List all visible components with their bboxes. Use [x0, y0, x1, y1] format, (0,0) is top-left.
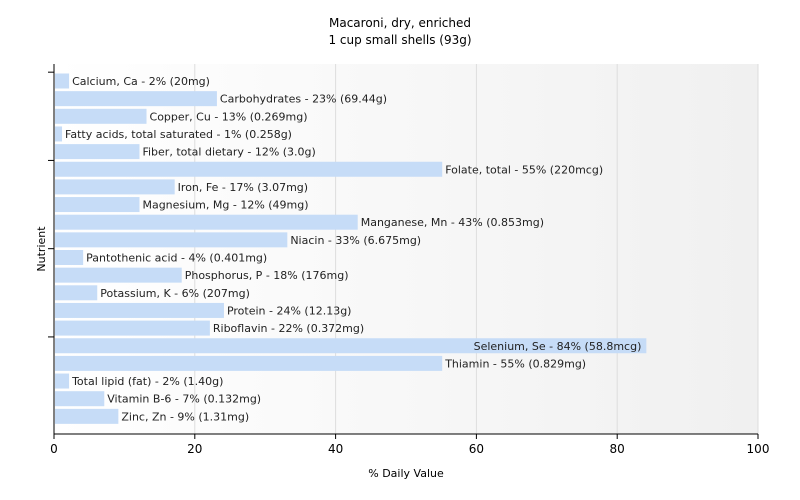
data-label: Thiamin - 55% (0.829mg) — [444, 357, 586, 370]
data-label: Iron, Fe - 17% (3.07mg) — [178, 181, 308, 194]
bar — [55, 338, 647, 354]
data-label: Folate, total - 55% (220mcg) — [445, 163, 603, 176]
data-label: Niacin - 33% (6.675mg) — [290, 234, 421, 247]
bar — [55, 161, 443, 177]
x-tick-label: 0 — [50, 442, 58, 456]
bar — [55, 179, 175, 195]
bar — [55, 197, 140, 213]
data-label: Copper, Cu - 13% (0.269mg) — [150, 110, 308, 123]
plot-area — [54, 64, 758, 434]
bar — [55, 355, 443, 371]
data-label: Total lipid (fat) - 2% (1.40g) — [71, 375, 223, 388]
data-label: Zinc, Zn - 9% (1.31mg) — [121, 410, 249, 423]
data-label: Manganese, Mn - 43% (0.853mg) — [361, 216, 544, 229]
chart-subtitle: 1 cup small shells (93g) — [328, 33, 472, 47]
bar — [55, 391, 105, 407]
chart-title: Macaroni, dry, enriched — [329, 16, 471, 30]
bar — [55, 126, 63, 142]
data-label: Magnesium, Mg - 12% (49mg) — [142, 199, 308, 212]
bar — [55, 214, 358, 230]
y-axis-label: Nutrient — [35, 226, 48, 272]
data-label: Selenium, Se - 84% (58.8mcg) — [474, 340, 642, 353]
data-label: Vitamin B-6 - 7% (0.132mg) — [107, 393, 261, 406]
bar — [55, 108, 147, 124]
bar — [55, 302, 224, 318]
bar — [55, 73, 70, 89]
bar — [55, 232, 288, 248]
bar — [55, 250, 84, 265]
bar — [55, 320, 210, 336]
data-label: Protein - 24% (12.13g) — [227, 304, 352, 317]
bar — [55, 373, 70, 389]
bar — [55, 285, 98, 301]
data-label: Potassium, K - 6% (207mg) — [100, 287, 250, 300]
data-label: Phosphorus, P - 18% (176mg) — [185, 269, 349, 282]
bar — [55, 267, 182, 283]
data-label: Fiber, total dietary - 12% (3.0g) — [142, 146, 315, 159]
x-tick-label: 80 — [610, 442, 625, 456]
bar — [55, 144, 140, 160]
x-axis-label: % Daily Value — [368, 467, 444, 480]
data-label: Carbohydrates - 23% (69.44g) — [220, 93, 387, 106]
bar — [55, 91, 217, 107]
x-tick-label: 60 — [469, 442, 484, 456]
x-tick-label: 20 — [187, 442, 202, 456]
data-label: Riboflavin - 22% (0.372mg) — [213, 322, 364, 335]
data-label: Calcium, Ca - 2% (20mg) — [72, 75, 210, 88]
bar — [55, 408, 119, 424]
x-tick-label: 100 — [747, 442, 770, 456]
data-label: Pantothenic acid - 4% (0.401mg) — [86, 252, 267, 265]
data-label: Fatty acids, total saturated - 1% (0.258… — [65, 128, 292, 141]
x-tick-label: 40 — [328, 442, 343, 456]
